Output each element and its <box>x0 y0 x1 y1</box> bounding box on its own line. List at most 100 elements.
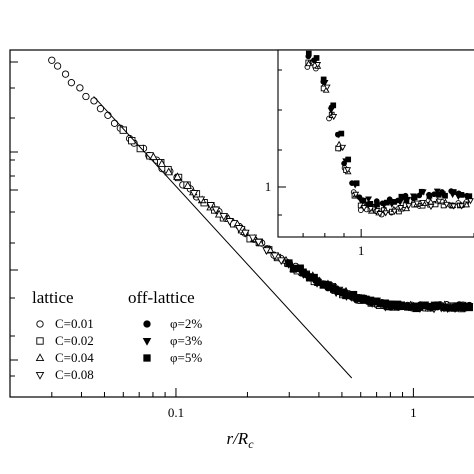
marker-square <box>36 337 44 345</box>
marker-triangle-up <box>403 204 411 212</box>
legend-lattice-title: lattice <box>32 288 74 307</box>
marker-triangle-down <box>330 114 338 121</box>
marker-triangle-down <box>142 337 152 346</box>
marker-triangle-down <box>450 203 457 210</box>
marker-circle <box>143 320 151 328</box>
marker-triangle-down <box>206 202 215 210</box>
marker-triangle-down <box>314 62 322 69</box>
marker-circle <box>61 70 70 78</box>
x-axis-title-subscript: c <box>248 437 254 451</box>
x-axis-title: r/Rc <box>226 429 254 451</box>
main-plot: 0.1 1 <box>9 49 474 420</box>
marker-triangle-down <box>270 252 280 261</box>
marker-square <box>466 193 473 200</box>
main-y-ticks <box>10 61 18 377</box>
marker-triangle-down <box>391 208 398 215</box>
marker-square <box>374 201 380 208</box>
legend: lattice off-lattice C=0.01C=0.02C=0.04C=… <box>32 288 202 382</box>
legend-entry-label: φ=2% <box>170 316 202 331</box>
legend-entry-label: C=0.04 <box>55 350 94 365</box>
legend-entry-label: C=0.08 <box>55 367 94 382</box>
legend-entry-label: φ=3% <box>170 333 202 348</box>
marker-triangle-down <box>344 167 352 174</box>
marker-square <box>442 192 448 199</box>
marker-square <box>367 200 374 207</box>
marker-square <box>324 281 332 289</box>
marker-square <box>330 102 337 109</box>
marker-square <box>411 194 418 201</box>
marker-circle <box>53 62 62 70</box>
marker-square <box>405 303 413 311</box>
marker-square <box>398 193 405 200</box>
marker-square <box>360 197 367 204</box>
power-law-line <box>93 96 353 379</box>
main-plot-frame <box>9 49 474 398</box>
marker-triangle-down <box>248 234 258 243</box>
legend-entry-label: φ=5% <box>170 350 202 365</box>
marker-triangle-up <box>305 59 313 67</box>
marker-triangle-down <box>458 203 466 210</box>
legend-entry-label: C=0.01 <box>55 316 94 331</box>
marker-triangle-down <box>419 200 427 207</box>
inset-plot: 11 <box>265 49 474 258</box>
marker-circle <box>82 92 90 101</box>
marker-triangle-down <box>339 144 347 152</box>
marker-circle <box>96 105 105 113</box>
marker-square <box>285 259 293 268</box>
main-markers <box>48 56 474 314</box>
inset-markers <box>304 50 474 218</box>
marker-triangle-down <box>241 229 250 238</box>
marker-square <box>434 301 442 309</box>
marker-triangle-down <box>382 210 390 217</box>
marker-triangle-up <box>149 152 158 161</box>
marker-square <box>450 189 457 195</box>
marker-circle <box>76 84 84 92</box>
marker-circle <box>104 111 112 119</box>
marker-triangle-down <box>435 198 443 205</box>
marker-triangle-down <box>397 205 405 212</box>
marker-triangle-down <box>376 211 384 218</box>
marker-triangle-down <box>405 203 413 210</box>
inset-y-tick-label: 1 <box>265 179 272 194</box>
marker-triangle-down <box>427 203 435 211</box>
marker-triangle-up <box>164 167 174 176</box>
marker-circle <box>48 56 56 64</box>
legend-entries: C=0.01 C=0.02 C=0.04 C=0.08 φ=2% φ=3% φ=5% <box>35 316 202 382</box>
marker-square <box>313 55 320 61</box>
marker-triangle-down <box>262 247 271 256</box>
marker-triangle-down <box>219 213 229 221</box>
marker-triangle-up <box>35 353 45 362</box>
marker-circle <box>67 79 76 87</box>
marker-triangle-down <box>196 196 206 205</box>
marker-triangle-down <box>396 199 404 206</box>
marker-square <box>342 291 350 300</box>
marker-square <box>305 50 312 57</box>
marker-triangle-down <box>189 190 199 198</box>
marker-square <box>320 76 327 83</box>
marker-square <box>136 144 144 153</box>
marker-triangle-up <box>183 181 193 189</box>
marker-triangle-down <box>254 238 263 247</box>
marker-square <box>119 126 127 134</box>
marker-triangle-down <box>365 196 373 203</box>
marker-square <box>403 197 410 204</box>
marker-square <box>353 180 360 187</box>
legend-offlattice-title: off-lattice <box>128 288 195 307</box>
marker-square <box>465 303 473 312</box>
marker-triangle-down <box>35 371 45 380</box>
main-x-ticks: 0.1 1 <box>9 388 417 420</box>
marker-square <box>338 130 345 137</box>
marker-square <box>143 354 151 362</box>
marker-triangle-down <box>352 191 360 198</box>
x-tick-label: 0.1 <box>168 405 184 420</box>
inset-ticks: 11 <box>265 69 474 258</box>
marker-triangle-down <box>225 218 235 226</box>
x-axis-title-main: r/R <box>226 429 248 448</box>
marker-square <box>426 192 433 199</box>
marker-triangle-down <box>276 257 286 266</box>
inset-x-tick-label: 1 <box>358 243 365 258</box>
marker-square <box>458 192 465 198</box>
marker-square <box>418 188 425 195</box>
marker-circle <box>36 320 44 328</box>
